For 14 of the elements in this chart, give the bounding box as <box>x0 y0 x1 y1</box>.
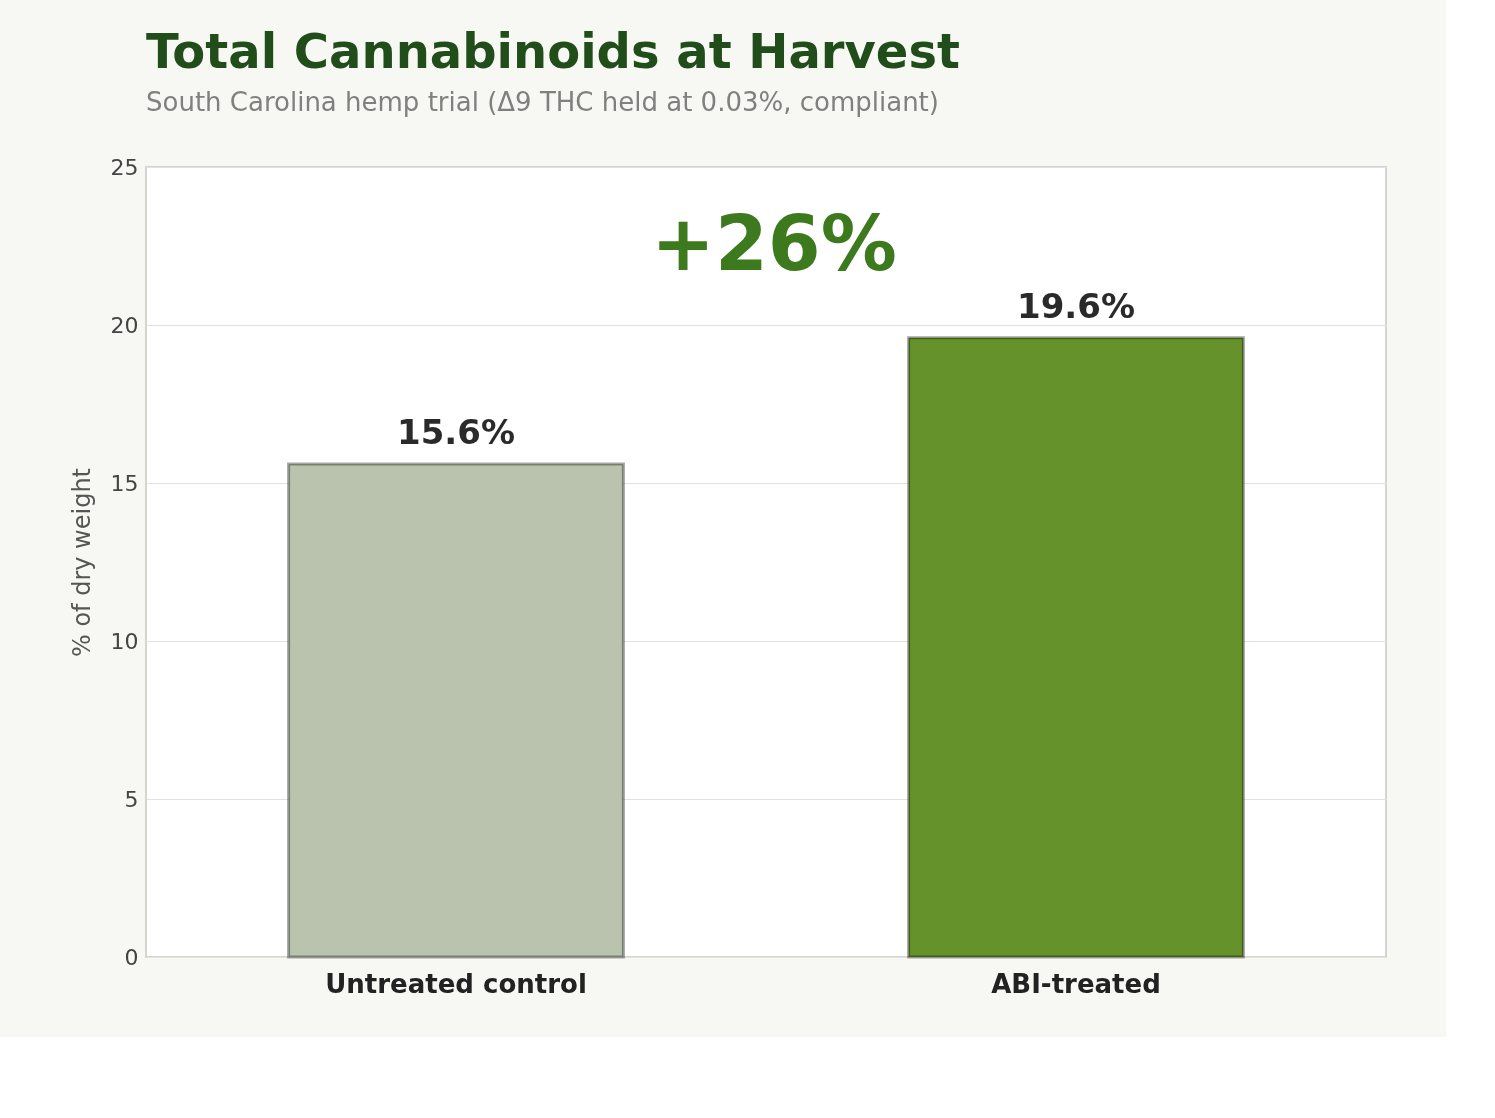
y-tick-label: 15 <box>110 470 139 496</box>
y-tick-label: 10 <box>110 628 139 654</box>
chart-title: Total Cannabinoids at Harvest <box>146 23 960 79</box>
y-axis-title: % of dry weight <box>67 467 96 658</box>
y-tick-label: 20 <box>110 312 139 338</box>
x-tick-label: ABI-treated <box>991 968 1161 999</box>
y-tick-label: 0 <box>124 944 139 970</box>
data-label: 19.6% <box>1017 285 1135 326</box>
y-tick-label: 25 <box>110 154 139 180</box>
x-tick-label: Untreated control <box>325 968 587 999</box>
y-tick-label: 5 <box>124 786 139 812</box>
data-label: 15.6% <box>397 412 515 453</box>
annotation: +26% <box>651 199 897 288</box>
chart-subtitle: South Carolina hemp trial (Δ9 THC held at 0.03%, compliant) <box>146 87 939 117</box>
